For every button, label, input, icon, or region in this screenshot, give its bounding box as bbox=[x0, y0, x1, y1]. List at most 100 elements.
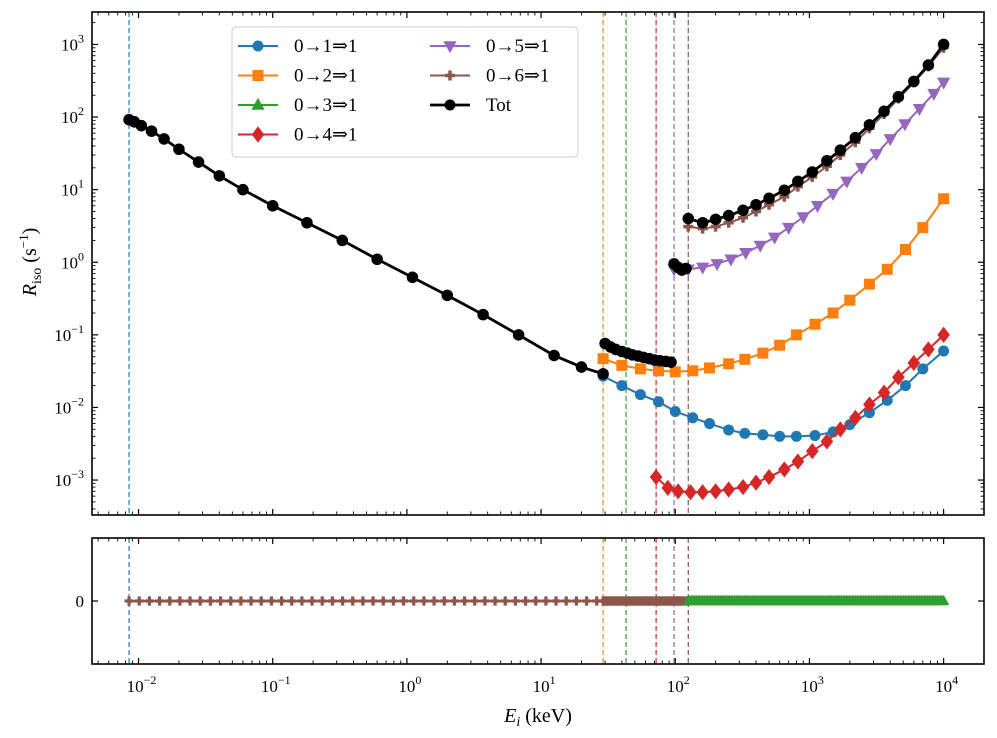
point-1-2 bbox=[634, 363, 646, 375]
legend-item-2: 0→3⇒1 bbox=[238, 95, 357, 116]
point-0-3 bbox=[652, 396, 664, 408]
x-tick-label-5: 103 bbox=[801, 673, 824, 696]
point-4-6 bbox=[753, 240, 767, 253]
point-3-5 bbox=[709, 483, 722, 500]
point-4-2 bbox=[696, 262, 710, 275]
point-3-7 bbox=[736, 478, 750, 496]
bottom-point-0-46 bbox=[592, 596, 602, 606]
point-3-2 bbox=[671, 483, 685, 500]
point-0-17 bbox=[900, 380, 912, 392]
series-line-3 bbox=[655, 334, 945, 494]
point-6-44 bbox=[778, 184, 791, 197]
point-3-14 bbox=[834, 421, 847, 438]
bottom-point-0-23 bbox=[358, 596, 368, 606]
point-3-1 bbox=[661, 479, 675, 496]
legend-item-0: 0→1⇒1 bbox=[238, 36, 357, 57]
legend-item-4: 0→5⇒1 bbox=[430, 36, 549, 57]
series-6 bbox=[123, 38, 950, 380]
bottom-point-0-7 bbox=[195, 596, 205, 606]
point-6-32 bbox=[665, 356, 677, 368]
point-1-6 bbox=[704, 362, 716, 374]
point-4-5 bbox=[739, 247, 753, 260]
bottom-point-0-22 bbox=[348, 596, 358, 606]
point-4-15 bbox=[883, 134, 897, 147]
bottom-point-0-43 bbox=[561, 596, 571, 606]
legend-item-1: 0→2⇒1 bbox=[238, 66, 357, 87]
bottom-point-0-11 bbox=[236, 596, 246, 606]
point-3-21 bbox=[937, 326, 950, 343]
point-6-41 bbox=[737, 204, 749, 217]
top-series-layer bbox=[123, 38, 951, 501]
point-6-10 bbox=[301, 216, 313, 229]
bottom-point-0-32 bbox=[449, 596, 460, 606]
point-6-5 bbox=[173, 143, 185, 156]
bottom-point-0-9 bbox=[215, 596, 226, 606]
point-1-12 bbox=[809, 318, 821, 330]
point-5-6 bbox=[764, 199, 775, 210]
point-6-46 bbox=[806, 166, 819, 178]
bottom-series-1 bbox=[682, 594, 950, 606]
bottom-point-0-16 bbox=[287, 596, 297, 606]
point-6-18 bbox=[575, 361, 588, 373]
series-line-1 bbox=[602, 198, 945, 373]
bottom-point-0-20 bbox=[327, 596, 338, 606]
bottom-panel: 10−2 10−1 100 101 102 103 104 0 bbox=[76, 537, 985, 696]
point-6-49 bbox=[849, 131, 862, 144]
bottom-point-0-24 bbox=[368, 596, 378, 606]
point-5-1 bbox=[697, 223, 708, 234]
point-4-11 bbox=[826, 188, 840, 201]
point-6-54 bbox=[922, 59, 935, 71]
legend-item-6: Tot bbox=[430, 95, 512, 116]
bottom-point-0-18 bbox=[307, 596, 317, 606]
bottom-point-0-39 bbox=[520, 596, 531, 606]
point-4-10 bbox=[810, 200, 825, 213]
point-3-3 bbox=[684, 484, 697, 501]
point-1-13 bbox=[827, 307, 839, 319]
point-6-36 bbox=[680, 262, 692, 275]
x-tick-label-0: 10−2 bbox=[127, 673, 157, 696]
point-1-8 bbox=[739, 353, 751, 365]
bottom-point-0-25 bbox=[378, 596, 388, 606]
point-6-17 bbox=[548, 349, 560, 362]
point-4-3 bbox=[710, 259, 724, 272]
point-1-10 bbox=[774, 339, 786, 351]
point-5-4 bbox=[738, 212, 749, 223]
legend-item-5: 0→6⇒1 bbox=[430, 66, 549, 87]
bottom-point-0-5 bbox=[175, 596, 185, 606]
point-3-4 bbox=[696, 484, 709, 501]
series-3 bbox=[649, 326, 950, 501]
point-6-52 bbox=[892, 91, 905, 103]
point-6-6 bbox=[192, 156, 205, 168]
point-6-19 bbox=[597, 368, 609, 380]
point-1-11 bbox=[790, 329, 802, 341]
point-6-11 bbox=[336, 234, 349, 247]
point-6-55 bbox=[937, 38, 950, 51]
point-4-7 bbox=[767, 232, 782, 245]
bottom-threshold-lines bbox=[128, 538, 689, 664]
bottom-point-0-45 bbox=[581, 596, 592, 606]
point-0-9 bbox=[757, 429, 769, 441]
y-tick-label-3: 100 bbox=[61, 249, 84, 272]
point-6-42 bbox=[750, 198, 762, 211]
bottom-point-0-1 bbox=[134, 596, 144, 606]
point-3-13 bbox=[820, 433, 834, 450]
bottom-point-0-17 bbox=[297, 596, 307, 606]
legend-marker-1 bbox=[252, 70, 264, 81]
x-axis-label: Ei (keV) bbox=[503, 705, 572, 730]
series-1 bbox=[597, 193, 950, 378]
point-6-8 bbox=[237, 183, 249, 196]
point-0-4 bbox=[669, 405, 681, 417]
bottom-point-0-0 bbox=[124, 596, 134, 606]
point-3-16 bbox=[863, 396, 876, 413]
bottom-point-0-13 bbox=[256, 596, 266, 606]
point-3-20 bbox=[922, 341, 935, 358]
y-tick-label-2: 10−1 bbox=[54, 322, 84, 345]
x-tick-label-1: 10−1 bbox=[261, 673, 291, 696]
point-1-0 bbox=[597, 353, 609, 365]
point-6-7 bbox=[213, 170, 226, 182]
legend-box bbox=[231, 26, 579, 158]
point-1-9 bbox=[757, 347, 769, 359]
point-4-4 bbox=[724, 254, 738, 267]
bottom-point-0-12 bbox=[246, 596, 256, 606]
